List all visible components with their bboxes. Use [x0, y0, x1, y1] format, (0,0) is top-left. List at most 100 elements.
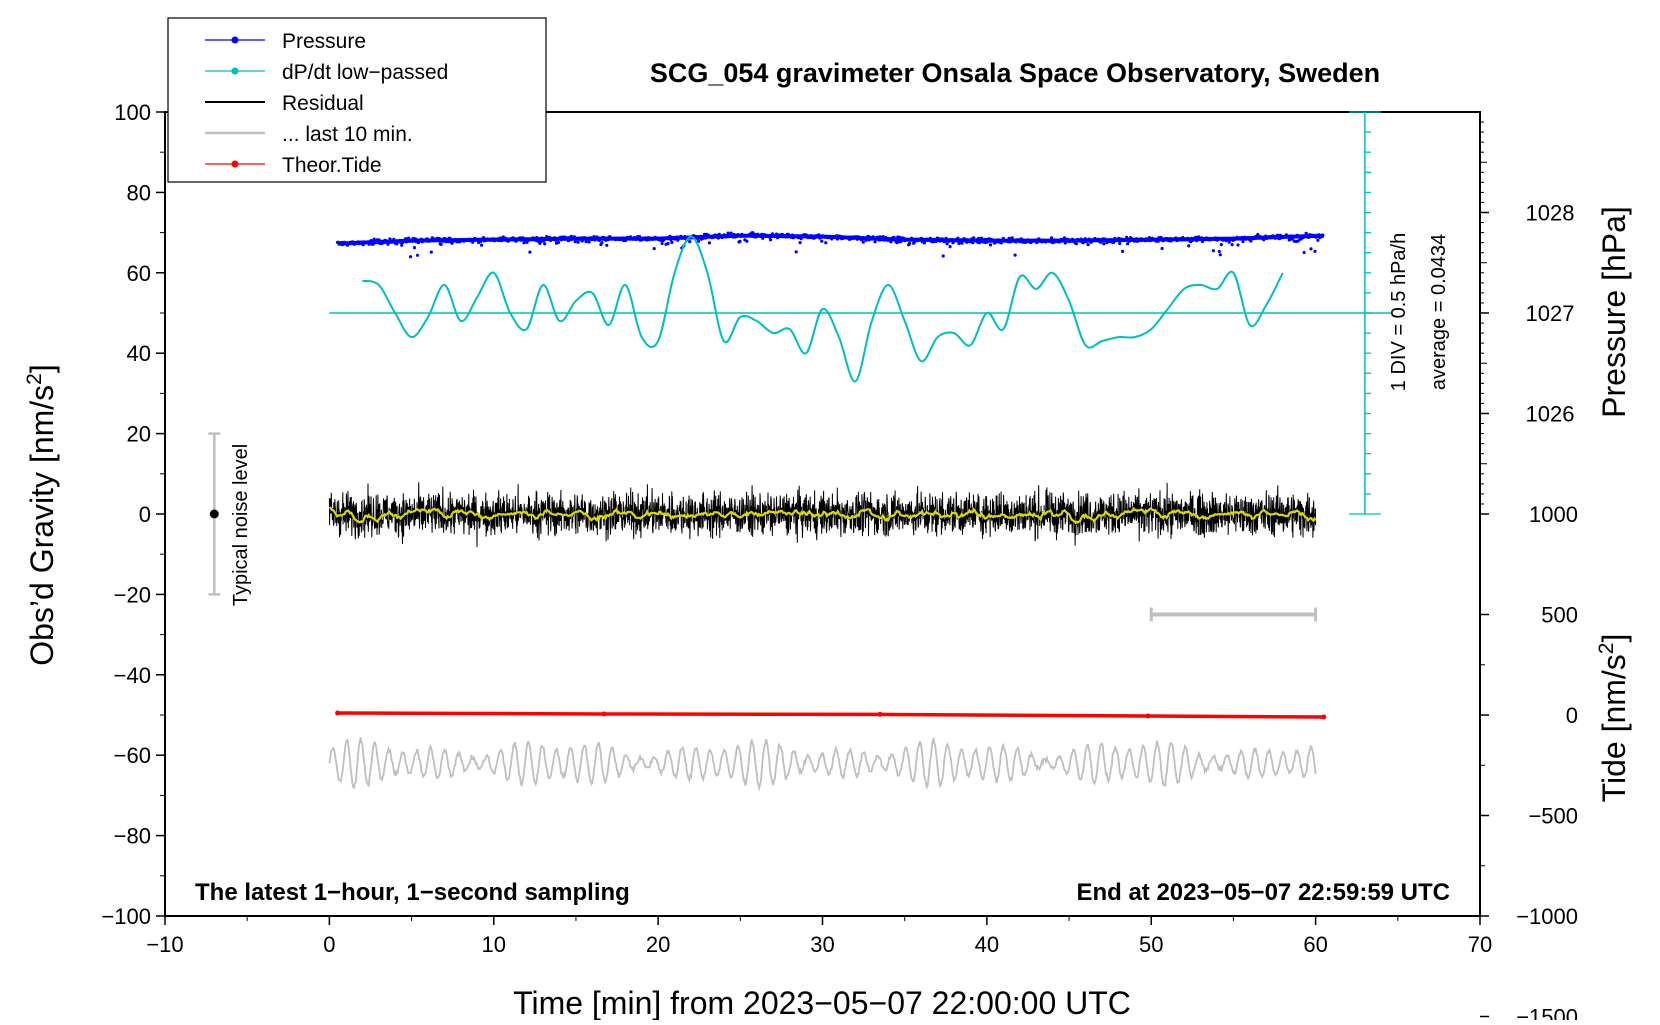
- y-tick-label: 40: [127, 341, 151, 366]
- tide-tick-label: 0: [1566, 703, 1578, 728]
- pressure-point: [716, 236, 720, 240]
- pressure-point: [761, 236, 765, 240]
- legend-item-dpdt: dP/dt low−passed: [205, 61, 448, 84]
- pressure-point: [1086, 243, 1090, 247]
- y-tick-label: −100: [101, 904, 151, 929]
- tide-point: [877, 711, 883, 717]
- pressure-point: [439, 242, 443, 246]
- pressure-point: [1211, 249, 1215, 253]
- pressure-point: [732, 232, 736, 237]
- tide-axis-title-text: Tide [nm/s: [1596, 654, 1632, 802]
- tide-axis-title-superscript: 2: [1595, 643, 1618, 655]
- pressure-point: [598, 238, 602, 242]
- pressure-point: [1302, 250, 1306, 255]
- pressure-point: [790, 233, 794, 237]
- pressure-point: [1297, 234, 1301, 239]
- pressure-point: [669, 238, 673, 242]
- pressure-point: [605, 243, 609, 247]
- pressure-point: [415, 253, 420, 257]
- pressure-point: [703, 236, 708, 240]
- pressure-point: [861, 240, 865, 244]
- pressure-point: [898, 235, 902, 239]
- pressure-point: [799, 237, 803, 241]
- legend-item-pressure: Pressure: [205, 30, 366, 53]
- pressure-point: [500, 238, 504, 242]
- legend-item-tide: Theor.Tide: [205, 154, 382, 177]
- x-tick-label: 0: [323, 932, 335, 957]
- pressure-point: [753, 232, 757, 236]
- pressure-point: [729, 231, 733, 235]
- last10-series: [328, 737, 1317, 792]
- pressure-point: [1160, 246, 1164, 251]
- pressure-point: [1216, 237, 1220, 241]
- pressure-point: [864, 238, 868, 242]
- pressure-series: [336, 231, 1325, 259]
- pressure-point: [824, 241, 828, 245]
- pressure-point: [1018, 240, 1022, 244]
- pressure-point: [1112, 240, 1116, 244]
- pressure-point: [377, 238, 381, 242]
- tide-tick-label: −1000: [1516, 904, 1578, 929]
- pressure-tick-label: 1027: [1526, 301, 1575, 326]
- y-tick-label: 100: [114, 100, 151, 125]
- pressure-point: [991, 238, 996, 242]
- pressure-point: [471, 240, 475, 244]
- pressure-point: [944, 236, 948, 240]
- pressure-point: [1118, 241, 1122, 245]
- x-tick-label: 20: [646, 932, 670, 957]
- pressure-point: [1050, 236, 1054, 240]
- pressure-point: [948, 245, 952, 249]
- pressure-point: [879, 238, 883, 242]
- pressure-point: [817, 233, 821, 237]
- pressure-point: [1286, 234, 1290, 238]
- pressure-point: [537, 238, 541, 242]
- y-axis-title-text: Obs’d Gravity [nm/s: [24, 385, 60, 666]
- tide-series: [335, 710, 1327, 720]
- legend-marker-tide: [231, 160, 239, 168]
- pressure-point: [1275, 233, 1280, 237]
- y-tick-label: 60: [127, 261, 151, 286]
- pressure-point: [388, 237, 392, 241]
- pressure-point: [1241, 239, 1245, 244]
- noise-level-bar: [208, 432, 221, 596]
- pressure-point: [369, 239, 373, 243]
- pressure-point: [429, 250, 433, 254]
- legend-label-tide: Theor.Tide: [282, 154, 382, 177]
- pressure-point: [624, 238, 628, 243]
- legend-label-residual: Residual: [282, 92, 364, 115]
- pressure-point: [1159, 235, 1163, 240]
- legend: Pressure dP/dt low−passed Residual ... l…: [167, 17, 547, 183]
- pressure-point: [1010, 236, 1014, 240]
- pressure-point: [448, 236, 452, 240]
- pressure-point: [906, 237, 910, 241]
- tide-point: [1321, 714, 1327, 720]
- pressure-point: [726, 231, 730, 235]
- annotation-noise-level: Typical noise level: [230, 444, 252, 606]
- pressure-point: [441, 239, 445, 243]
- dpdt-scale-bar: [329, 111, 1393, 515]
- tide-point: [335, 710, 341, 716]
- x-tick-label: 10: [482, 932, 506, 957]
- pressure-point: [498, 236, 502, 240]
- pressure-point: [956, 236, 960, 240]
- pressure-point: [980, 236, 984, 240]
- pressure-point: [941, 254, 945, 258]
- pressure-point: [1321, 233, 1325, 237]
- pressure-point: [784, 235, 788, 239]
- tide-axis-title-close: ]: [1596, 634, 1632, 643]
- y-axis: −100 −80 −60 −40 −20 0 20 40 60 80 100: [101, 100, 165, 929]
- y-tick-label: −80: [114, 824, 151, 849]
- pressure-point: [940, 237, 944, 241]
- x-tick-label: −10: [146, 932, 183, 957]
- y-tick-label: 80: [127, 180, 151, 205]
- pressure-point: [668, 234, 672, 238]
- pressure-point: [1147, 236, 1151, 240]
- residual-series: [328, 482, 1317, 548]
- pressure-point: [548, 235, 552, 239]
- pressure-point: [1187, 244, 1191, 248]
- noise-bar-center: [209, 509, 219, 519]
- pressure-point: [522, 241, 526, 245]
- pressure-point: [535, 235, 539, 240]
- pressure-point: [873, 240, 877, 244]
